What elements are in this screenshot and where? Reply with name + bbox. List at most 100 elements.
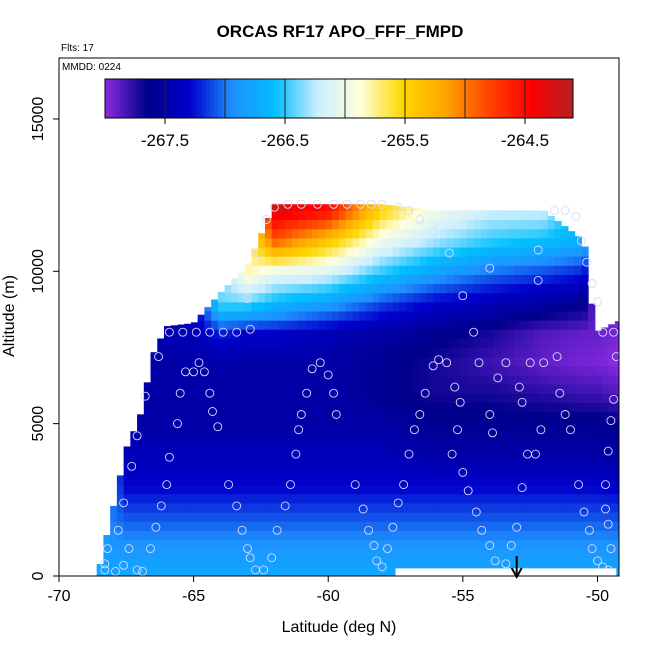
field-cell (480, 347, 488, 358)
colorbar-swatch (506, 79, 512, 118)
field-cell (487, 374, 495, 385)
field-cell (231, 356, 239, 367)
field-cell (614, 548, 619, 559)
field-cell (581, 402, 589, 413)
field-cell (574, 374, 582, 385)
field-cell (365, 393, 374, 403)
field-cell (318, 557, 327, 568)
field-cell (224, 512, 232, 522)
field-cell (352, 256, 360, 266)
field-cell (581, 420, 589, 431)
field-cell (514, 210, 522, 221)
field-cell (224, 320, 232, 330)
field-cell (305, 228, 313, 239)
field-cell (520, 256, 529, 266)
field-cell (507, 457, 515, 467)
field-cell (251, 457, 259, 467)
field-cell (137, 493, 145, 504)
field-cell (547, 246, 555, 257)
field-cell (359, 548, 367, 559)
field-cell (581, 283, 589, 294)
field-cell (352, 310, 360, 321)
field-cell (594, 548, 603, 559)
field-cell (588, 374, 596, 385)
field-cell (507, 274, 515, 285)
field-cell (285, 329, 293, 339)
field-cell (365, 246, 374, 257)
field-cell (312, 228, 320, 239)
field-cell (460, 484, 468, 495)
sample-point (576, 236, 586, 246)
field-cell (547, 274, 555, 285)
field-cell (271, 411, 280, 422)
field-cell (164, 539, 172, 550)
field-cell (231, 374, 239, 385)
field-cell (224, 292, 232, 303)
field-cell (460, 411, 468, 422)
field-cell (386, 237, 394, 248)
field-cell (460, 329, 468, 339)
field-cell (601, 329, 609, 339)
field-cell (184, 429, 192, 440)
field-cell (561, 338, 569, 349)
field-cell (413, 228, 421, 239)
field-cell (298, 420, 306, 431)
field-cell (298, 338, 306, 349)
field-cell (446, 246, 455, 257)
field-cell (312, 512, 320, 522)
field-cell (170, 566, 179, 576)
field-cell (298, 365, 306, 376)
field-cell (339, 411, 347, 422)
field-cell (150, 393, 158, 403)
field-cell (379, 274, 387, 285)
field-cell (520, 384, 529, 394)
field-cell (325, 292, 333, 303)
field-cell (480, 237, 488, 248)
field-cell (406, 374, 414, 385)
field-cell (608, 384, 616, 394)
sample-point (342, 199, 352, 209)
sample-point (485, 263, 495, 273)
field-cell (231, 278, 239, 285)
field-cell (567, 265, 576, 275)
field-cell (534, 429, 542, 440)
field-cell (487, 320, 495, 330)
field-cell (547, 292, 555, 303)
sample-point (388, 522, 398, 532)
field-cell (500, 237, 508, 248)
colorbar-swatch (378, 79, 383, 118)
field-cell (487, 557, 495, 568)
field-cell (487, 283, 495, 294)
field-cell (352, 356, 360, 367)
field-cell (359, 365, 367, 376)
field-cell (298, 393, 306, 403)
field-cell (278, 210, 286, 221)
field-cell (581, 329, 589, 339)
field-cell (345, 310, 354, 321)
x-tick-label: -60 (317, 588, 340, 605)
field-cell (487, 301, 495, 312)
field-cell (258, 301, 266, 312)
field-cell (487, 429, 495, 440)
field-cell (204, 512, 212, 522)
field-cell (574, 356, 582, 367)
colorbar-swatch (424, 79, 430, 118)
field-cell (312, 539, 320, 550)
field-cell (143, 466, 152, 477)
field-cell (325, 557, 333, 568)
field-cell (298, 484, 306, 495)
field-cell (514, 228, 522, 239)
field-cell (567, 484, 576, 495)
field-cell (365, 402, 374, 413)
field-cell (567, 438, 576, 449)
field-cell (554, 283, 562, 294)
field-cell (204, 429, 212, 440)
field-cell (460, 237, 468, 248)
field-cell (392, 457, 401, 467)
field-cell (130, 438, 138, 449)
field-cell (386, 274, 394, 285)
field-cell (561, 356, 569, 367)
field-cell (318, 228, 327, 239)
field-cell (231, 512, 239, 522)
field-cell (184, 493, 192, 504)
